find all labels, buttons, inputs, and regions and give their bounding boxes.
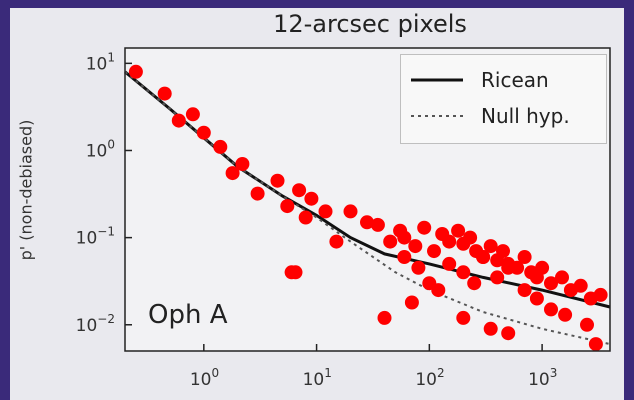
series-line-null-hyp bbox=[124, 71, 611, 346]
data-point bbox=[463, 230, 478, 245]
data-point bbox=[558, 307, 573, 322]
x-tick-label: 102 bbox=[415, 366, 444, 390]
data-point bbox=[329, 234, 344, 249]
data-point bbox=[377, 310, 392, 325]
legend-item-null: Null hyp. bbox=[411, 101, 570, 131]
data-point bbox=[304, 191, 319, 206]
data-point bbox=[250, 186, 265, 201]
plot-marks bbox=[124, 48, 611, 351]
data-point bbox=[467, 276, 482, 291]
data-point bbox=[360, 215, 374, 230]
data-point bbox=[157, 86, 172, 101]
data-point bbox=[442, 256, 457, 271]
data-point bbox=[483, 321, 498, 336]
data-point bbox=[588, 337, 603, 351]
data-point bbox=[451, 223, 466, 238]
x-tick-label: 103 bbox=[528, 366, 557, 390]
data-point bbox=[318, 204, 333, 219]
data-point bbox=[427, 244, 441, 259]
data-point bbox=[270, 173, 285, 188]
data-points bbox=[128, 64, 608, 351]
data-point bbox=[573, 278, 588, 293]
data-point bbox=[544, 302, 558, 317]
y-tick-label: 10−2 bbox=[76, 312, 115, 336]
legend-swatch-solid bbox=[411, 78, 463, 82]
data-point bbox=[370, 217, 385, 232]
chart-title: 12-arcsec pixels bbox=[273, 10, 467, 38]
legend-label-null: Null hyp. bbox=[481, 104, 570, 128]
data-point bbox=[517, 250, 532, 264]
data-point bbox=[417, 220, 432, 235]
data-point bbox=[128, 64, 143, 79]
legend: Ricean Null hyp. bbox=[400, 54, 607, 144]
x-tick-label: 101 bbox=[303, 366, 332, 390]
data-point bbox=[196, 125, 211, 140]
data-point bbox=[593, 287, 608, 302]
data-point bbox=[411, 260, 426, 275]
data-point bbox=[496, 244, 510, 259]
data-point bbox=[213, 139, 228, 154]
data-point bbox=[397, 230, 412, 245]
data-point bbox=[529, 291, 544, 306]
data-point bbox=[288, 265, 303, 280]
data-point bbox=[397, 250, 412, 264]
data-point bbox=[383, 234, 398, 249]
data-point bbox=[235, 157, 250, 171]
data-point bbox=[343, 204, 358, 219]
data-point bbox=[501, 326, 516, 341]
legend-swatch-dotted bbox=[411, 115, 463, 117]
data-point bbox=[442, 234, 457, 249]
data-point bbox=[501, 260, 516, 275]
data-point bbox=[298, 210, 313, 225]
region-annotation: Oph A bbox=[148, 300, 228, 330]
y-tick-label: 101 bbox=[86, 50, 115, 74]
data-point bbox=[535, 260, 550, 275]
data-point bbox=[185, 107, 200, 122]
legend-label-ricean: Ricean bbox=[481, 68, 549, 92]
data-point bbox=[456, 265, 471, 280]
data-point bbox=[580, 317, 594, 332]
data-point bbox=[544, 276, 558, 291]
data-point bbox=[476, 250, 491, 264]
x-tick-label: 100 bbox=[190, 366, 219, 390]
data-point bbox=[490, 270, 505, 285]
data-point bbox=[408, 239, 423, 254]
data-point bbox=[431, 283, 446, 298]
y-tick-label: 100 bbox=[86, 137, 115, 161]
data-point bbox=[404, 295, 419, 310]
data-point bbox=[171, 113, 186, 128]
data-point bbox=[292, 183, 307, 198]
y-tick-label: 10−1 bbox=[76, 225, 115, 249]
data-point bbox=[280, 199, 295, 214]
data-point bbox=[555, 270, 569, 285]
data-point bbox=[517, 283, 532, 298]
data-point bbox=[483, 239, 498, 254]
data-point bbox=[456, 310, 471, 325]
axes-box bbox=[124, 47, 611, 352]
legend-item-ricean: Ricean bbox=[411, 65, 549, 95]
data-point bbox=[225, 166, 240, 181]
